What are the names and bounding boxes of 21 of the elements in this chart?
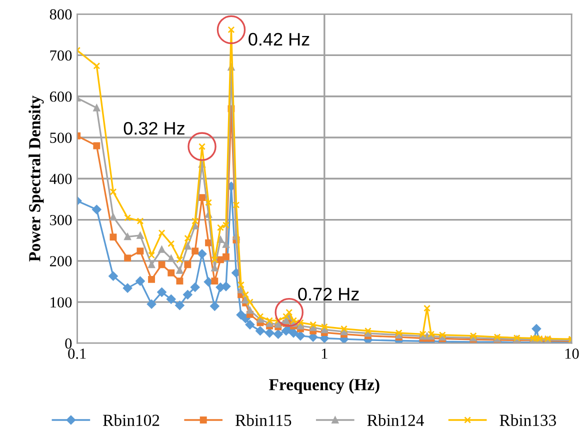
y-tick-label: 800: [50, 9, 72, 20]
legend-label: Rbin115: [236, 414, 292, 426]
annotation: 0.32 Hz: [124, 122, 184, 135]
y-tick-label: 300: [50, 214, 72, 226]
y-tick-label: 700: [50, 50, 72, 61]
y-tick-label: 600: [50, 92, 72, 102]
y-tick-label: 100: [50, 297, 72, 308]
y-tick-label: 500: [50, 132, 72, 143]
legend-label: Rbin124: [367, 414, 424, 426]
annotation: 0.72 Hz: [298, 288, 359, 301]
legend-label: Rbin133: [500, 414, 556, 426]
y-tick-label: 400: [50, 174, 72, 184]
x-tick-label: 0.1: [68, 348, 86, 359]
y-tick-label: 0: [65, 338, 72, 349]
x-tick-label: 10: [565, 348, 579, 359]
y-axis-title: Power Spectral Density: [28, 96, 44, 262]
annotation: 0.42 Hz: [248, 32, 310, 46]
x-tick-label: 1: [322, 348, 328, 359]
x-axis-title: Frequency (Hz): [269, 378, 380, 394]
legend-label: Rbin102: [103, 414, 160, 426]
y-tick-label: 200: [50, 256, 72, 266]
